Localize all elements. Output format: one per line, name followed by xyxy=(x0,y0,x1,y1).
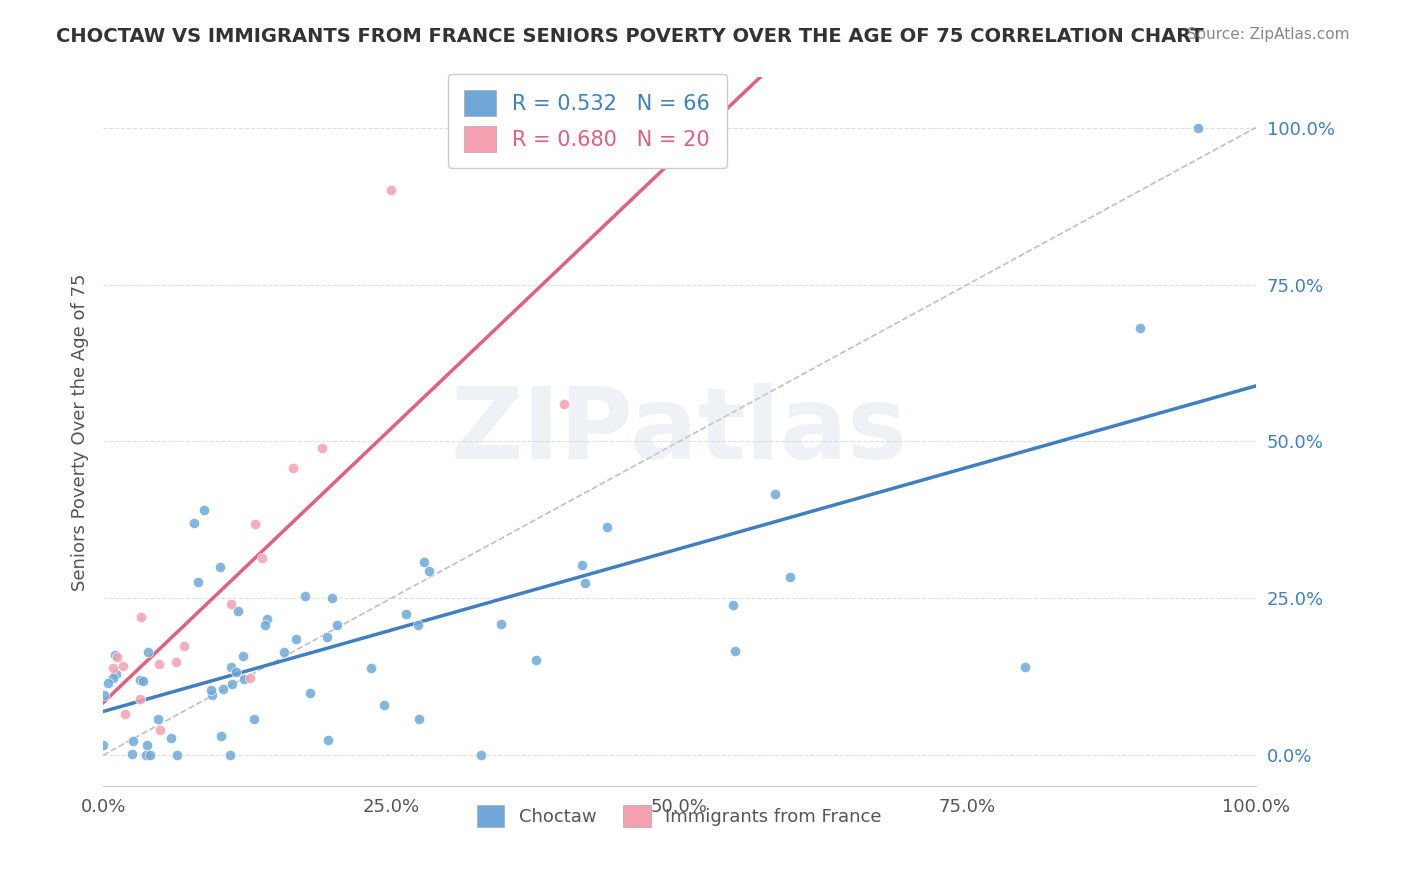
Point xyxy=(208,560,231,574)
Text: CHOCTAW VS IMMIGRANTS FROM FRANCE SENIORS POVERTY OVER THE AGE OF 75 CORRELATION: CHOCTAW VS IMMIGRANTS FROM FRANCE SENIOR… xyxy=(56,27,1204,45)
Point xyxy=(1187,120,1209,135)
Point xyxy=(219,597,242,611)
Point xyxy=(148,657,170,672)
Point xyxy=(193,503,215,517)
Point xyxy=(408,712,430,726)
Point xyxy=(316,631,339,645)
Point xyxy=(373,698,395,712)
Point xyxy=(165,655,187,669)
Point xyxy=(273,645,295,659)
Point xyxy=(97,676,120,690)
Point xyxy=(595,520,617,534)
Text: Source: ZipAtlas.com: Source: ZipAtlas.com xyxy=(1187,27,1350,42)
Point xyxy=(166,748,188,763)
Point xyxy=(221,659,243,673)
Point xyxy=(232,649,254,664)
Point xyxy=(294,589,316,603)
Point xyxy=(105,667,128,681)
Point xyxy=(219,748,242,763)
Point xyxy=(128,673,150,687)
Point xyxy=(316,733,339,747)
Point xyxy=(93,738,115,752)
Point xyxy=(112,659,135,673)
Point xyxy=(360,660,382,674)
Text: ZIPatlas: ZIPatlas xyxy=(451,384,908,481)
Point xyxy=(121,734,143,748)
Point xyxy=(283,461,305,475)
Point xyxy=(242,712,264,726)
Point xyxy=(135,748,157,763)
Point xyxy=(763,487,786,501)
Point xyxy=(149,723,172,738)
Point xyxy=(136,738,159,752)
Point xyxy=(212,681,235,696)
Point xyxy=(779,569,801,583)
Point xyxy=(131,610,153,624)
Point xyxy=(1129,321,1152,335)
Point xyxy=(136,644,159,658)
Point xyxy=(103,648,125,663)
Point xyxy=(395,607,418,621)
Point xyxy=(200,682,222,697)
Point xyxy=(406,618,429,632)
Point xyxy=(299,686,322,700)
Y-axis label: Seniors Poverty Over the Age of 75: Seniors Poverty Over the Age of 75 xyxy=(72,273,89,591)
Point xyxy=(105,650,128,665)
Point xyxy=(101,671,124,685)
Point xyxy=(225,665,247,679)
Point xyxy=(114,706,136,721)
Point xyxy=(254,618,277,632)
Point xyxy=(101,660,124,674)
Legend: Choctaw, Immigrants from France: Choctaw, Immigrants from France xyxy=(470,797,889,834)
Point xyxy=(187,575,209,590)
Point xyxy=(250,551,273,566)
Point xyxy=(139,748,162,763)
Point xyxy=(129,692,152,706)
Point xyxy=(243,517,266,532)
Point xyxy=(311,442,333,456)
Point xyxy=(470,748,492,763)
Point xyxy=(201,688,224,702)
Point xyxy=(239,671,262,685)
Point xyxy=(574,575,596,590)
Point xyxy=(380,183,402,197)
Point xyxy=(321,591,343,605)
Point xyxy=(146,712,169,726)
Point xyxy=(228,603,250,617)
Point xyxy=(131,673,153,688)
Point xyxy=(1014,660,1036,674)
Point xyxy=(553,397,575,411)
Point xyxy=(256,612,278,626)
Point xyxy=(413,555,436,569)
Point xyxy=(524,653,547,667)
Point xyxy=(489,617,512,632)
Point xyxy=(121,747,143,761)
Point xyxy=(326,618,349,632)
Point xyxy=(418,564,440,578)
Point xyxy=(721,598,744,612)
Point xyxy=(93,688,115,702)
Point xyxy=(209,730,232,744)
Point xyxy=(221,677,243,691)
Point xyxy=(173,639,195,653)
Point xyxy=(723,644,745,658)
Point xyxy=(284,632,307,647)
Point xyxy=(571,558,593,572)
Point xyxy=(232,672,254,686)
Point xyxy=(183,516,205,530)
Point xyxy=(160,731,183,745)
